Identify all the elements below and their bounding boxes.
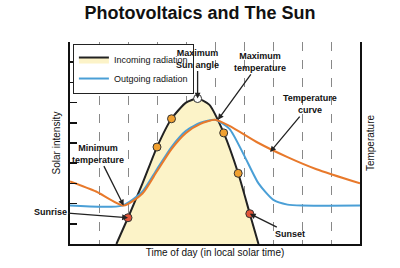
svg-text:Sunrise: Sunrise — [34, 207, 67, 217]
svg-text:Maximumtemperature: Maximumtemperature — [234, 51, 286, 73]
svg-text:Incoming radiation: Incoming radiation — [114, 55, 188, 65]
svg-text:Time of day (in local solar ti: Time of day (in local solar time) — [146, 247, 285, 258]
svg-text:Outgoing radiation: Outgoing radiation — [114, 74, 188, 84]
svg-text:Temperature: Temperature — [365, 114, 376, 171]
svg-text:Sunset: Sunset — [275, 229, 305, 239]
svg-text:Temperaturecurve: Temperaturecurve — [283, 93, 337, 115]
svg-text:Solar intensity: Solar intensity — [51, 112, 62, 175]
svg-text:Photovoltaics and The Sun: Photovoltaics and The Sun — [84, 3, 315, 23]
svg-text:Minimumtemperature: Minimumtemperature — [72, 143, 124, 165]
svg-text:MaximumSun angle: MaximumSun angle — [176, 48, 219, 70]
